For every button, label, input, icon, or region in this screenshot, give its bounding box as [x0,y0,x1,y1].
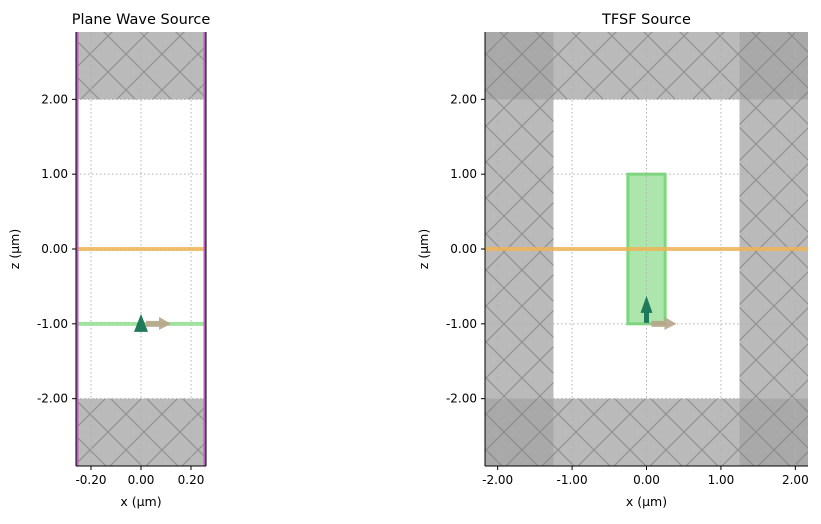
direction-arrow [651,316,677,330]
y-tick-label: 0.00 [41,242,68,256]
y-tick-label: 0.00 [450,242,477,256]
y-tick-label: 2.00 [450,92,477,106]
chart-title: Plane Wave Source [72,12,211,28]
direction-arrow [146,316,171,330]
y-tick-label: -2.00 [446,392,477,406]
y-tick-label: -1.00 [37,317,68,331]
plot-area [485,32,808,466]
x-tick-label: 1.00 [708,473,735,487]
x-axis-label: x (µm) [120,494,161,509]
y-tick-label: 2.00 [41,92,68,106]
plot-plane-wave: -0.20 0.00 0.20 2.00 1.00 0.00 -1.00 -2.00 Plane… [7,12,210,509]
plot-tfsf: -2.00 -1.00 0.00 1.00 2.00 2.00 1.00 0.00 -1.00 -… [416,12,809,509]
y-tick-label: -1.00 [446,317,477,331]
x-axis-label: x (µm) [626,494,667,509]
polarization-arrow [640,295,653,323]
x-tick-label: -2.00 [482,473,513,487]
x-tick-label: 0.00 [128,473,155,487]
y-axis-label: z (µm) [416,229,431,269]
x-tick-label: 0.20 [178,473,205,487]
x-tick-label: -0.20 [75,473,106,487]
chart-title: TFSF Source [601,12,691,28]
x-tick-label: 0.00 [633,473,660,487]
y-tick-label: 1.00 [450,167,477,181]
y-tick-label: 1.00 [41,167,68,181]
y-tick-label: -2.00 [37,392,68,406]
plot-area [76,32,206,466]
y-axis-label: z (µm) [7,229,22,269]
polarization-arrow [134,313,148,332]
x-tick-label: -1.00 [557,473,588,487]
x-tick-label: 2.00 [782,473,809,487]
